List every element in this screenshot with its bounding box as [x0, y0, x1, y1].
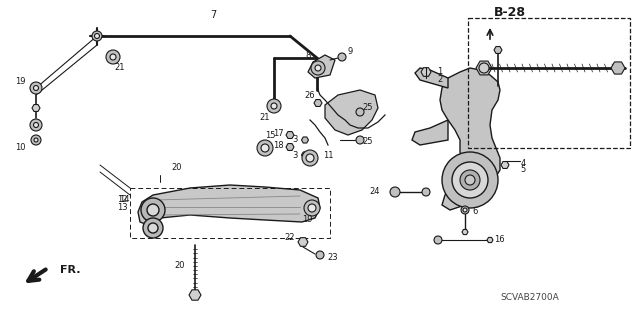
- Text: 19: 19: [15, 78, 25, 86]
- Circle shape: [33, 122, 38, 128]
- Circle shape: [110, 54, 116, 60]
- Circle shape: [465, 175, 475, 185]
- Text: 20: 20: [175, 261, 185, 270]
- Circle shape: [141, 198, 165, 222]
- Circle shape: [143, 218, 163, 238]
- Circle shape: [311, 61, 325, 75]
- Circle shape: [479, 63, 489, 73]
- Text: 21: 21: [115, 63, 125, 72]
- Text: SCVAB2700A: SCVAB2700A: [500, 293, 559, 302]
- Circle shape: [461, 206, 469, 214]
- Polygon shape: [298, 238, 308, 246]
- Circle shape: [338, 53, 346, 61]
- Text: B-28: B-28: [494, 5, 526, 19]
- Polygon shape: [412, 120, 448, 145]
- Circle shape: [302, 150, 318, 166]
- Text: 22: 22: [285, 233, 295, 241]
- Text: 17: 17: [273, 129, 284, 137]
- Text: 5: 5: [520, 166, 525, 174]
- Circle shape: [442, 152, 498, 208]
- Circle shape: [34, 138, 38, 142]
- Circle shape: [304, 200, 320, 216]
- Circle shape: [306, 154, 314, 162]
- Polygon shape: [308, 55, 335, 78]
- Circle shape: [434, 236, 442, 244]
- Bar: [468, 18, 630, 148]
- Polygon shape: [611, 62, 625, 74]
- Text: 2: 2: [437, 75, 443, 84]
- Polygon shape: [314, 100, 322, 107]
- Circle shape: [31, 135, 41, 145]
- Text: 8: 8: [305, 50, 310, 60]
- Text: 9: 9: [348, 48, 353, 56]
- Polygon shape: [286, 144, 294, 151]
- Text: 16: 16: [494, 235, 504, 244]
- Circle shape: [92, 31, 102, 41]
- Text: 3: 3: [292, 151, 298, 160]
- Text: 14: 14: [120, 196, 130, 204]
- Circle shape: [106, 50, 120, 64]
- Polygon shape: [301, 152, 308, 158]
- Polygon shape: [138, 185, 320, 225]
- Text: 3: 3: [292, 136, 298, 145]
- Text: 25: 25: [363, 137, 373, 146]
- Polygon shape: [494, 47, 502, 54]
- Circle shape: [30, 82, 42, 94]
- Circle shape: [148, 223, 158, 233]
- Text: 11: 11: [323, 151, 333, 160]
- Bar: [130, 188, 330, 238]
- Text: 23: 23: [327, 254, 338, 263]
- Polygon shape: [32, 105, 40, 111]
- Polygon shape: [32, 85, 40, 92]
- Text: 4: 4: [520, 159, 525, 167]
- Circle shape: [356, 108, 364, 116]
- Circle shape: [390, 187, 400, 197]
- Circle shape: [147, 204, 159, 216]
- Text: 24: 24: [370, 188, 380, 197]
- Circle shape: [422, 188, 430, 196]
- Polygon shape: [415, 68, 448, 88]
- Circle shape: [257, 140, 273, 156]
- Polygon shape: [487, 237, 493, 242]
- Circle shape: [261, 144, 269, 152]
- Polygon shape: [421, 68, 431, 76]
- Circle shape: [452, 162, 488, 198]
- Text: 13: 13: [116, 204, 127, 212]
- Polygon shape: [442, 175, 472, 210]
- Text: 6: 6: [472, 207, 477, 217]
- Polygon shape: [476, 61, 492, 75]
- Text: 7: 7: [210, 10, 216, 20]
- Polygon shape: [189, 290, 201, 300]
- Circle shape: [356, 136, 364, 144]
- Polygon shape: [301, 137, 308, 143]
- Text: 10: 10: [15, 144, 25, 152]
- Circle shape: [460, 170, 480, 190]
- Circle shape: [30, 119, 42, 131]
- Circle shape: [271, 103, 277, 109]
- Text: 25: 25: [363, 103, 373, 113]
- Polygon shape: [286, 131, 294, 138]
- Circle shape: [308, 204, 316, 212]
- Circle shape: [316, 251, 324, 259]
- Text: 18: 18: [273, 140, 284, 150]
- Circle shape: [463, 208, 467, 212]
- Polygon shape: [501, 161, 509, 168]
- Circle shape: [33, 85, 38, 91]
- Text: FR.: FR.: [60, 265, 81, 275]
- Text: 20: 20: [172, 164, 182, 173]
- Text: 26: 26: [305, 91, 316, 100]
- Text: 21: 21: [260, 114, 270, 122]
- Polygon shape: [325, 90, 378, 135]
- Polygon shape: [462, 229, 468, 234]
- Text: 19: 19: [301, 216, 312, 225]
- Text: 1: 1: [437, 68, 443, 77]
- Text: 12: 12: [116, 196, 127, 204]
- Circle shape: [95, 33, 99, 39]
- Circle shape: [315, 65, 321, 71]
- Text: 15: 15: [265, 131, 275, 140]
- Polygon shape: [440, 68, 500, 183]
- Circle shape: [267, 99, 281, 113]
